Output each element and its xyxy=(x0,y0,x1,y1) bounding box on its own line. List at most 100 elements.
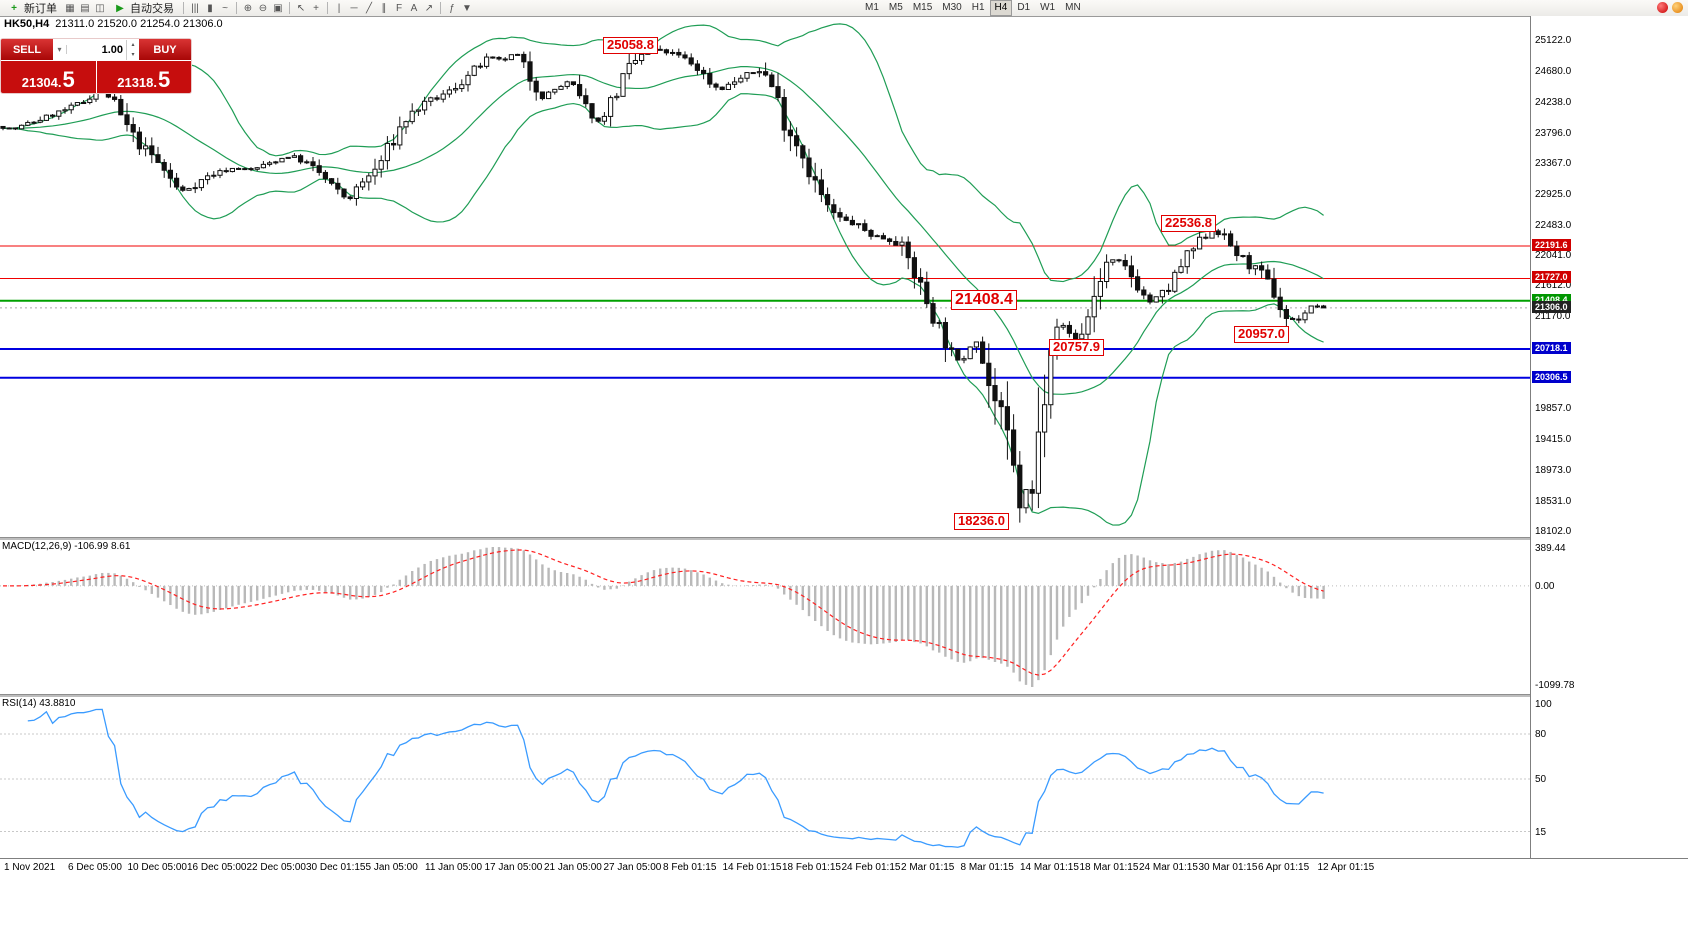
timeframe-m1[interactable]: M1 xyxy=(865,2,879,13)
volume-field[interactable]: ▾ 1.00 ▴ ▾ xyxy=(53,39,139,60)
toolbar-separator xyxy=(183,2,184,14)
rsi-name: RSI(14) xyxy=(2,698,37,709)
rsi-current-value: 43.8810 xyxy=(39,698,76,709)
channel-icon[interactable]: ∥ xyxy=(381,2,387,14)
price-tick-label: 18531.0 xyxy=(1535,495,1572,507)
time-axis-label: 1 Nov 2021 xyxy=(4,862,56,873)
price-tick-label: 25122.0 xyxy=(1535,35,1572,46)
volume-up-icon[interactable]: ▴ xyxy=(131,41,135,48)
time-axis-label: 22 Dec 05:00 xyxy=(246,862,307,873)
timeframe-h4[interactable]: H4 xyxy=(989,0,1013,16)
templates-icon[interactable]: ▼ xyxy=(462,2,472,14)
new-order-label: 新订单 xyxy=(24,3,57,15)
indicators-icon[interactable]: ƒ xyxy=(449,2,455,14)
time-axis-label: 11 Jan 05:00 xyxy=(425,862,483,873)
fibonacci-icon[interactable]: F xyxy=(395,2,403,14)
time-axis-label: 8 Feb 01:15 xyxy=(663,862,717,873)
volume-spinner[interactable]: ▴ ▾ xyxy=(126,39,139,60)
timeframe-m30[interactable]: M30 xyxy=(942,2,962,13)
macd-current-values: -106.99 8.61 xyxy=(74,541,131,552)
volume-dropdown-icon[interactable]: ▾ xyxy=(53,45,67,54)
rsi-axis-label: 50 xyxy=(1535,774,1547,785)
time-axis-label: 10 Dec 05:00 xyxy=(127,862,188,873)
live-update-icon[interactable] xyxy=(1657,2,1668,13)
chart-ohlc-header: HK50,H4 21311.0 21520.0 21254.0 21306.0 xyxy=(4,18,223,30)
community-icon[interactable] xyxy=(1672,2,1683,13)
price-tick-label: 24238.0 xyxy=(1535,96,1572,108)
line-chart-icon[interactable]: ~ xyxy=(222,2,228,14)
timeframe-d1[interactable]: D1 xyxy=(1017,2,1031,13)
price-tick-label: 19415.0 xyxy=(1535,434,1572,446)
toolbar-separator xyxy=(289,2,290,14)
macd-axis-zero: 0.00 xyxy=(1535,580,1555,592)
toolbar-right-group xyxy=(1657,2,1683,13)
timeframe-h1[interactable]: H1 xyxy=(971,2,985,13)
new-order-button[interactable]: + 新订单 xyxy=(2,1,62,16)
price-tag: 22191.6 xyxy=(1532,238,1571,251)
price-tick-label: 18102.0 xyxy=(1535,525,1572,537)
time-axis-label: 6 Dec 05:00 xyxy=(68,862,122,873)
price-tick-label: 23796.0 xyxy=(1535,127,1572,139)
horizontal-line-icon[interactable]: ─ xyxy=(350,2,358,14)
macd-name: MACD(12,26,9) xyxy=(2,541,72,552)
macd-axis-min: -1099.78 xyxy=(1535,680,1575,691)
price-tag: 21306.0 xyxy=(1532,300,1571,313)
buy-button[interactable]: BUY xyxy=(139,39,191,60)
candlestick-chart-icon[interactable]: ▮ xyxy=(207,2,213,14)
bar-chart-icon[interactable]: ||| xyxy=(191,2,199,14)
rsi-indicator-canvas[interactable] xyxy=(0,696,1530,858)
navigator-icon[interactable]: ◫ xyxy=(95,2,105,14)
macd-axis-max: 389.44 xyxy=(1535,543,1566,554)
trendline-icon[interactable]: ╱ xyxy=(365,2,373,14)
crosshair-icon[interactable]: + xyxy=(313,2,319,14)
macd-indicator-canvas[interactable] xyxy=(0,539,1530,694)
price-tick-label: 22041.0 xyxy=(1535,250,1572,262)
price-tick-label: 21170.0 xyxy=(1535,311,1571,323)
volume-value[interactable]: 1.00 xyxy=(101,43,123,56)
price-tick-label: 23367.0 xyxy=(1535,157,1572,169)
time-axis-label: 6 Apr 01:15 xyxy=(1258,862,1310,873)
timeframe-m15[interactable]: M15 xyxy=(912,2,933,13)
time-axis[interactable]: 1 Nov 2021 6 Dec 05:00 10 Dec 05:00 16 Dec … xyxy=(0,858,1688,876)
time-axis-label: 5 Jan 05:00 xyxy=(365,862,418,873)
price-tick-label: 22925.0 xyxy=(1535,188,1572,200)
timeframe-w1[interactable]: W1 xyxy=(1040,2,1056,13)
buy-price[interactable]: 21318. 5 xyxy=(97,61,192,93)
vertical-line-icon[interactable]: | xyxy=(337,2,341,14)
sell-price[interactable]: 21304. 5 xyxy=(1,61,97,93)
price-tick-label: 24680.0 xyxy=(1535,65,1572,77)
price-tick-label: 19857.0 xyxy=(1535,403,1572,415)
data-window-icon[interactable]: ▤ xyxy=(80,2,90,14)
time-axis-label: 21 Jan 05:00 xyxy=(544,862,602,873)
price-tag: 21727.0 xyxy=(1532,271,1571,284)
zoom-out-icon[interactable]: ⊖ xyxy=(258,2,268,14)
sell-button[interactable]: SELL xyxy=(1,39,53,60)
buy-price-big-digit: 5 xyxy=(158,67,171,92)
volume-down-icon[interactable]: ▾ xyxy=(131,51,135,58)
auto-trading-button[interactable]: ▶ 自动交易 xyxy=(108,1,179,16)
panel-divider[interactable] xyxy=(0,694,1688,697)
zoom-in-icon[interactable]: ⊕ xyxy=(243,2,253,14)
panel-divider[interactable] xyxy=(0,537,1688,540)
text-label-icon[interactable]: A xyxy=(410,2,418,14)
symbol-timeframe-label: HK50,H4 xyxy=(4,18,50,30)
timeframe-m5[interactable]: M5 xyxy=(888,2,903,13)
price-tick-label: 18973.0 xyxy=(1535,465,1572,477)
price-tag: 20306.5 xyxy=(1532,370,1571,383)
arrow-object-icon[interactable]: ↗ xyxy=(424,2,434,14)
price-tag: 20718.1 xyxy=(1532,342,1571,354)
auto-trading-play-icon: ▶ xyxy=(116,2,124,14)
time-axis-label: 12 Apr 01:15 xyxy=(1317,862,1375,873)
price-scale[interactable]: 25122.0 24680.0 24238.0 23796.0 23367.0 22925… xyxy=(1531,16,1688,875)
market-watch-icon[interactable]: ▦ xyxy=(65,2,75,14)
time-axis-label: 14 Mar 01:15 xyxy=(1020,862,1079,873)
price-chart-canvas[interactable] xyxy=(0,16,1530,537)
sell-price-main: 21304. xyxy=(21,75,62,90)
cursor-icon[interactable]: ↖ xyxy=(296,2,306,14)
tile-windows-icon[interactable]: ▣ xyxy=(273,2,283,14)
sell-price-big-digit: 5 xyxy=(62,67,75,92)
time-axis-label: 18 Feb 01:15 xyxy=(782,862,841,873)
macd-label: MACD(12,26,9) -106.99 8.61 xyxy=(2,541,130,552)
timeframe-mn[interactable]: MN xyxy=(1065,2,1081,13)
